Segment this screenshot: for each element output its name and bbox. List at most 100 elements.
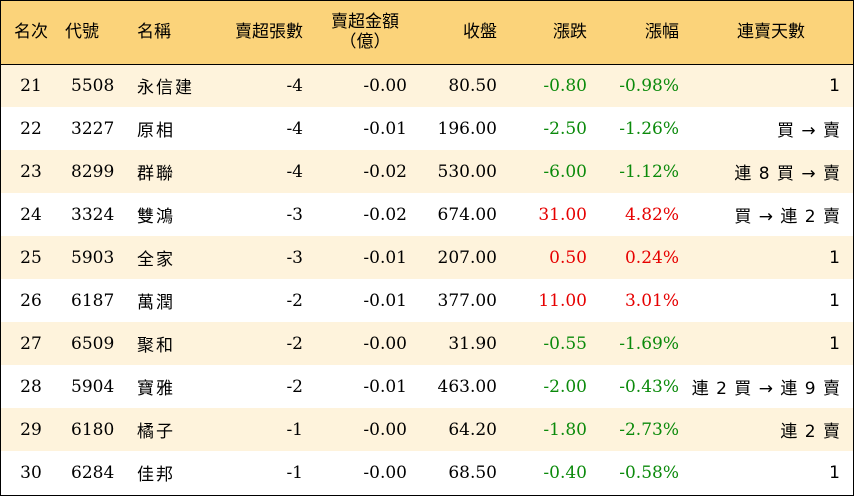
close-cell: 68.50 xyxy=(448,462,497,483)
close-cell: 196.00 xyxy=(437,118,497,139)
name-cell: 聚和 xyxy=(137,336,175,356)
code-cell: 6509 xyxy=(71,333,115,354)
change-pct-cell: -1.69% xyxy=(619,333,679,354)
table-row: 22 3227 原相 -4 -0.01 196.00 -2.50 -1.26% 買 → 賣 xyxy=(1,107,853,150)
code-cell: 3227 xyxy=(71,118,115,139)
rank-cell: 23 xyxy=(20,161,42,182)
net-sell-lots-cell: -4 xyxy=(286,161,303,182)
net-sell-lots-cell: -1 xyxy=(286,462,303,483)
close-cell: 530.00 xyxy=(437,161,497,182)
net-sell-amount-cell: -0.02 xyxy=(363,204,407,225)
table-row: 30 6284 佳邦 -1 -0.00 68.50 -0.40 -0.58% 1 xyxy=(1,451,853,494)
name-cell: 佳邦 xyxy=(137,465,175,485)
rank-cell: 29 xyxy=(20,419,42,440)
table-row: 29 6180 橘子 -1 -0.00 64.20 -1.80 -2.73% 連 2 賣 xyxy=(1,408,853,451)
consecutive-days-cell: 1 xyxy=(829,333,841,354)
header-code: 代號 xyxy=(65,22,99,43)
header-close: 收盤 xyxy=(463,22,497,43)
net-sell-amount-cell: -0.00 xyxy=(363,419,407,440)
close-cell: 64.20 xyxy=(448,419,497,440)
net-sell-amount-cell: -0.01 xyxy=(363,118,407,139)
change-cell: 0.50 xyxy=(549,247,587,268)
code-cell: 6180 xyxy=(71,419,115,440)
name-cell: 雙鴻 xyxy=(137,207,175,227)
net-sell-lots-cell: -2 xyxy=(286,333,303,354)
rank-cell: 27 xyxy=(20,333,42,354)
header-net-sell-amount: 賣超金額 （億） xyxy=(313,1,417,64)
change-cell: -2.50 xyxy=(543,118,587,139)
table-row: 25 5903 全家 -3 -0.01 207.00 0.50 0.24% 1 xyxy=(1,236,853,279)
table-row: 24 3324 雙鴻 -3 -0.02 674.00 31.00 4.82% 買 → 連 2 賣 xyxy=(1,193,853,236)
rank-cell: 30 xyxy=(20,462,42,483)
net-sell-lots-cell: -3 xyxy=(286,204,303,225)
code-cell: 5508 xyxy=(71,75,115,96)
change-pct-cell: -0.58% xyxy=(619,462,679,483)
table-row: 23 8299 群聯 -4 -0.02 530.00 -6.00 -1.12% 連 8 買 → … xyxy=(1,150,853,193)
consecutive-days-cell: 連 2 買 → 連 9 賣 xyxy=(691,379,841,399)
change-cell: -0.40 xyxy=(543,462,587,483)
table-body: 21 5508 永信建 -4 -0.00 80.50 -0.80 -0.98% 1 22 3227 原… xyxy=(1,64,853,494)
header-net-sell-amount-line1: 賣超金額 xyxy=(331,11,399,32)
name-cell: 萬潤 xyxy=(137,293,175,313)
close-cell: 207.00 xyxy=(437,247,497,268)
net-sell-amount-cell: -0.01 xyxy=(363,247,407,268)
header-row: 名次 代號 名稱 賣超張數 賣超金額 （億） 收盤 漲跌 漲幅 連賣天數 xyxy=(1,1,853,64)
table-row: 27 6509 聚和 -2 -0.00 31.90 -0.55 -1.69% 1 xyxy=(1,322,853,365)
consecutive-days-cell: 連 2 賣 xyxy=(780,422,841,442)
change-pct-cell: 0.24% xyxy=(624,247,679,268)
rank-cell: 24 xyxy=(20,204,42,225)
header-rank: 名次 xyxy=(14,22,48,43)
consecutive-days-cell: 連 8 買 → 賣 xyxy=(734,164,841,184)
change-cell: -6.00 xyxy=(543,161,587,182)
rank-cell: 28 xyxy=(20,376,42,397)
code-cell: 6187 xyxy=(71,290,115,311)
close-cell: 377.00 xyxy=(437,290,497,311)
consecutive-days-cell: 買 → 連 2 賣 xyxy=(734,207,841,227)
table-row: 26 6187 萬潤 -2 -0.01 377.00 11.00 3.01% 1 xyxy=(1,279,853,322)
net-sell-lots-cell: -2 xyxy=(286,376,303,397)
name-cell: 原相 xyxy=(137,121,175,141)
table-row: 21 5508 永信建 -4 -0.00 80.50 -0.80 -0.98% 1 xyxy=(1,64,853,107)
close-cell: 463.00 xyxy=(437,376,497,397)
consecutive-days-cell: 1 xyxy=(829,75,841,96)
change-pct-cell: -1.12% xyxy=(619,161,679,182)
change-cell: -1.80 xyxy=(543,419,587,440)
code-cell: 5903 xyxy=(71,247,115,268)
code-cell: 8299 xyxy=(71,161,115,182)
change-pct-cell: -2.73% xyxy=(619,419,679,440)
change-pct-cell: -1.26% xyxy=(619,118,679,139)
change-pct-cell: 4.82% xyxy=(624,204,679,225)
rank-cell: 26 xyxy=(20,290,42,311)
code-cell: 3324 xyxy=(71,204,115,225)
header-net-sell-lots: 賣超張數 xyxy=(235,22,303,43)
header-consecutive-days: 連賣天數 xyxy=(737,22,805,43)
change-cell: -0.80 xyxy=(543,75,587,96)
change-pct-cell: -0.43% xyxy=(619,376,679,397)
net-sell-amount-cell: -0.00 xyxy=(363,333,407,354)
name-cell: 群聯 xyxy=(137,164,175,184)
name-cell: 橘子 xyxy=(137,422,175,442)
change-pct-cell: -0.98% xyxy=(619,75,679,96)
consecutive-days-cell: 買 → 賣 xyxy=(776,121,841,141)
name-cell: 全家 xyxy=(137,250,175,270)
code-cell: 5904 xyxy=(71,376,115,397)
header-name: 名稱 xyxy=(137,22,171,43)
net-sell-amount-cell: -0.02 xyxy=(363,161,407,182)
net-sell-lots-cell: -4 xyxy=(286,75,303,96)
change-cell: 31.00 xyxy=(538,204,587,225)
net-sell-amount-cell: -0.00 xyxy=(363,462,407,483)
consecutive-days-cell: 1 xyxy=(829,290,841,311)
header-change: 漲跌 xyxy=(553,22,587,43)
close-cell: 80.50 xyxy=(448,75,497,96)
close-cell: 31.90 xyxy=(448,333,497,354)
change-cell: -0.55 xyxy=(543,333,587,354)
net-sell-lots-cell: -4 xyxy=(286,118,303,139)
rank-cell: 25 xyxy=(20,247,42,268)
net-sell-lots-cell: -2 xyxy=(286,290,303,311)
net-sell-amount-cell: -0.01 xyxy=(363,376,407,397)
header-change-pct: 漲幅 xyxy=(645,22,679,43)
name-cell: 永信建 xyxy=(137,78,194,99)
code-cell: 6284 xyxy=(71,462,115,483)
